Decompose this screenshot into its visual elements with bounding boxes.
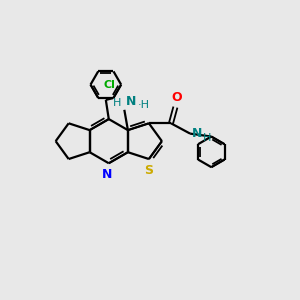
Text: Cl: Cl — [103, 80, 115, 90]
Text: N: N — [126, 95, 136, 108]
Text: H: H — [202, 133, 211, 143]
Text: O: O — [172, 91, 182, 104]
Text: H: H — [112, 98, 121, 108]
Text: N: N — [192, 127, 202, 140]
Text: S: S — [144, 164, 153, 177]
Text: N: N — [102, 168, 112, 181]
Text: ·H: ·H — [138, 100, 150, 110]
